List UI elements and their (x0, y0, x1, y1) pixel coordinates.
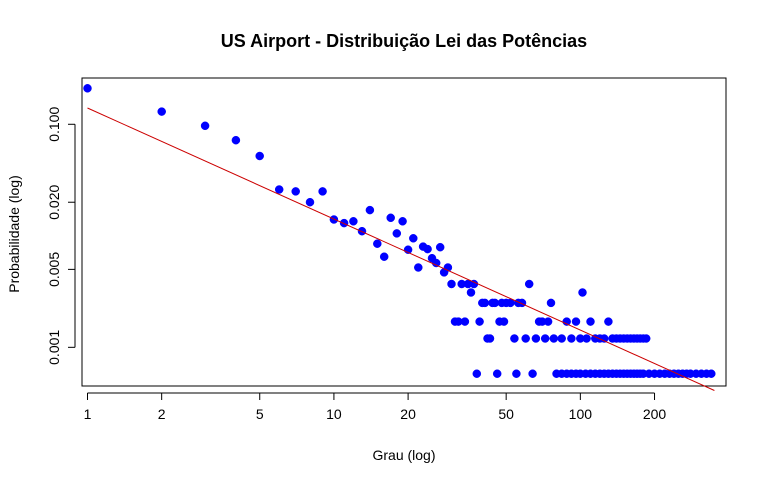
data-point (604, 317, 613, 326)
data-point (543, 317, 553, 326)
data-point (707, 369, 716, 378)
data-point (521, 334, 530, 343)
data-point (578, 288, 587, 297)
y-axis: 0.001 0.005 0.020 0.100 (46, 107, 76, 365)
data-point (386, 213, 395, 223)
data-point (200, 121, 210, 131)
data-point (392, 229, 402, 238)
data-point (373, 239, 382, 248)
data-point (512, 369, 521, 378)
data-point (431, 258, 441, 268)
data-point (435, 242, 445, 252)
x-tick-label: 10 (326, 406, 342, 422)
data-point (274, 185, 284, 194)
plot-frame (81, 77, 727, 387)
data-point (472, 369, 482, 378)
fit-line (87, 107, 715, 391)
y-tick-label: 0.005 (46, 252, 62, 287)
x-tick-label: 50 (498, 406, 514, 422)
data-point (83, 84, 92, 93)
y-tick-label: 0.001 (46, 330, 62, 365)
data-point (318, 187, 327, 196)
data-point (480, 298, 490, 308)
data-point (398, 217, 407, 226)
data-point (586, 317, 595, 326)
data-point (524, 279, 534, 289)
data-point (231, 135, 241, 145)
data-point (510, 334, 519, 343)
x-tick-label: 200 (643, 406, 667, 422)
data-point (409, 234, 418, 243)
data-point (528, 369, 537, 378)
data-point (365, 205, 375, 215)
data-point (460, 317, 470, 326)
data-point (305, 197, 315, 207)
data-point (255, 151, 264, 161)
x-axis-label: Grau (log) (372, 447, 435, 463)
x-tick-label: 5 (256, 406, 264, 422)
x-tick-label: 1 (84, 406, 92, 422)
x-tick-label: 20 (400, 406, 416, 422)
data-point (557, 334, 566, 343)
data-point (571, 317, 581, 326)
data-point (379, 252, 389, 261)
data-point (423, 244, 432, 254)
data-layer (83, 84, 716, 391)
data-point (641, 334, 651, 343)
data-point (485, 334, 495, 343)
y-tick-label: 0.020 (46, 185, 62, 220)
data-point (549, 334, 559, 343)
data-point (291, 187, 300, 196)
data-point (540, 334, 550, 343)
data-point (157, 107, 166, 116)
x-tick-label: 2 (158, 406, 166, 422)
data-point (499, 317, 509, 326)
data-point (349, 217, 358, 226)
data-point (492, 369, 502, 378)
y-tick-label: 0.100 (46, 107, 62, 142)
data-point (567, 334, 576, 343)
data-point (546, 298, 556, 308)
plot-area: 1 2 5 10 20 50 100 200 0.001 0.005 0.020 0.100 (46, 77, 727, 422)
x-axis: 1 2 5 10 20 50 100 200 (84, 392, 667, 422)
x-tick-label: 100 (569, 406, 593, 422)
data-point (466, 288, 476, 297)
data-point (414, 263, 423, 272)
data-point (447, 279, 456, 289)
data-point (475, 317, 484, 326)
data-point (531, 334, 541, 343)
y-axis-label: Probabilidade (log) (6, 175, 22, 293)
chart-title: US Airport - Distribuição Lei das Potênc… (221, 31, 587, 51)
data-point (582, 334, 591, 343)
